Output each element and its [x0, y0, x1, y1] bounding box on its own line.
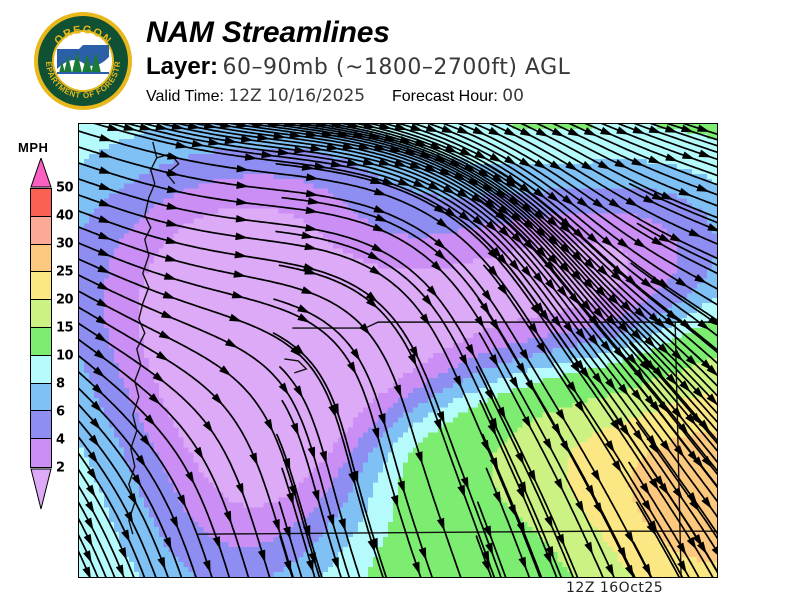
colorbar-tick-4: 4	[56, 432, 65, 448]
colorbar-bands	[30, 188, 52, 468]
colorbar-band-8-10	[31, 355, 51, 384]
map-canvas	[79, 124, 717, 577]
colorbar-band-10-15	[31, 327, 51, 356]
valid-time-value: 12Z 10/16/2025	[228, 86, 366, 106]
oregon-wind-streamline-map[interactable]	[78, 123, 718, 578]
layer-label: Layer:	[146, 53, 219, 80]
colorbar-tick-2: 2	[56, 460, 65, 476]
title-block: NAM Streamlines Layer: 60–90mb (~1800–27…	[146, 16, 570, 107]
layer-value: 60–90mb (~1800–2700ft) AGL	[222, 55, 571, 80]
forecast-hour-value: 00	[502, 86, 524, 106]
colorbar-band-15-20	[31, 300, 51, 328]
colorbar-band-25-30	[31, 244, 51, 273]
colorbar-over-arrow	[30, 158, 52, 188]
colorbar-tick-40: 40	[56, 208, 74, 224]
colorbar-band-2-4	[31, 439, 51, 467]
colorbar-legend: MPH 50 40 30 25 20 15 10 8 6 4 2	[14, 140, 76, 520]
layer-line: Layer: 60–90mb (~1800–2700ft) AGL	[146, 54, 570, 83]
valid-time-label: Valid Time:	[146, 88, 224, 105]
time-line: Valid Time: 12Z 10/16/2025 Forecast Hour…	[146, 86, 570, 107]
colorbar-tick-8: 8	[56, 376, 65, 392]
forecast-hour-label: Forecast Hour:	[391, 88, 498, 105]
colorbar-tick-25: 25	[56, 264, 74, 280]
page-title: NAM Streamlines	[146, 16, 390, 49]
colorbar-tick-10: 10	[56, 348, 74, 364]
colorbar-band-40-50	[31, 189, 51, 217]
map-timestamp: 12Z 16Oct25	[566, 580, 664, 596]
colorbar-band-20-25	[31, 272, 51, 301]
colorbar: 50 40 30 25 20 15 10 8 6 4 2	[30, 158, 76, 518]
colorbar-tick-50: 50	[56, 180, 74, 196]
colorbar-tick-20: 20	[56, 292, 74, 308]
colorbar-tick-30: 30	[56, 236, 74, 252]
colorbar-unit-label: MPH	[18, 140, 49, 155]
colorbar-band-4-6	[31, 411, 51, 440]
colorbar-tick-6: 6	[56, 404, 65, 420]
colorbar-band-6-8	[31, 383, 51, 412]
streamline-arrowheads	[82, 124, 717, 577]
colorbar-band-30-40	[31, 216, 51, 245]
oregon-department-of-forestry-seal-icon: OREGON DEPARTMENT OF FORESTRY	[33, 11, 132, 110]
colorbar-tick-15: 15	[56, 320, 74, 336]
colorbar-under-arrow	[30, 468, 52, 510]
header: OREGON DEPARTMENT OF FORESTRY NAM Stream…	[0, 0, 800, 120]
